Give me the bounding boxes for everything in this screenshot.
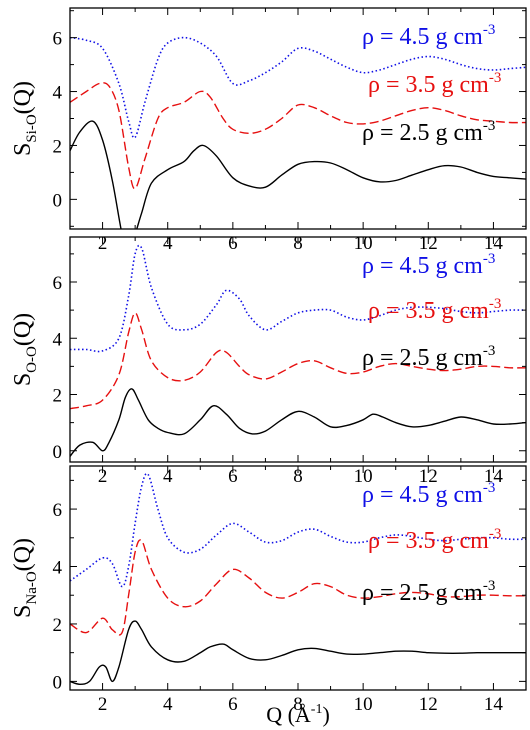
y-axis-label-tail: (Q) (10, 313, 36, 346)
y-tick-label: 0 (53, 442, 63, 463)
x-tick-label: 12 (419, 694, 438, 715)
legend-unit: g cm (436, 72, 490, 98)
x-axis-label-main: Q ( (266, 702, 295, 727)
y-axis-label-tail: (Q) (10, 538, 36, 571)
y-axis-label-main: S (10, 143, 36, 156)
panel-2: ρ = 4.5 g cm-3ρ = 3.5 g cm-3ρ = 2.5 g cm… (10, 236, 527, 487)
legend-label-dotted: ρ = 4.5 g cm-3 (362, 22, 495, 50)
y-axis-label-main: S (10, 605, 36, 618)
legend-density: ρ = 2.5 (362, 580, 430, 606)
x-tick-label: 14 (484, 694, 504, 715)
y-tick-label: 4 (53, 558, 63, 579)
y-axis-label-subscript: Si-O (24, 114, 40, 143)
legend-unit: g cm (430, 253, 484, 279)
legend-density: ρ = 4.5 (362, 253, 430, 279)
legend-density: ρ = 3.5 (368, 298, 436, 324)
legend-exponent: -3 (489, 296, 502, 312)
series-line-dotted (70, 472, 526, 588)
y-axis-label-subscript: Na-O (24, 571, 40, 604)
legend-unit: g cm (430, 345, 484, 371)
legend-label-solid: ρ = 2.5 g cm-3 (362, 118, 495, 146)
series-line-dashed (70, 312, 526, 410)
legend-label-dashed: ρ = 3.5 g cm-3 (368, 70, 501, 98)
x-tick-label: 4 (163, 466, 173, 487)
x-tick-label: 4 (163, 694, 173, 715)
legend-density: ρ = 3.5 (368, 528, 436, 554)
series-line-dashed (70, 82, 526, 190)
series-line-solid (70, 620, 526, 686)
legend-label-dotted: ρ = 4.5 g cm-3 (362, 251, 495, 279)
legend-exponent: -3 (483, 578, 496, 594)
x-axis-label: Q (Å-1) (266, 702, 330, 727)
y-tick-label: 2 (53, 615, 63, 636)
y-tick-label: 0 (53, 672, 63, 693)
legend-density: ρ = 2.5 (362, 345, 430, 371)
y-tick-label: 2 (53, 136, 63, 157)
x-tick-label: 8 (293, 694, 303, 715)
legend-density: ρ = 2.5 (362, 120, 430, 146)
legend-unit: g cm (430, 580, 484, 606)
series-line-solid (70, 120, 526, 229)
panel-1: ρ = 4.5 g cm-3ρ = 3.5 g cm-3ρ = 2.5 g cm… (10, 7, 527, 254)
series-line-dashed (70, 539, 526, 636)
legend-label-solid: ρ = 2.5 g cm-3 (362, 578, 495, 606)
legend-unit: g cm (430, 24, 484, 50)
x-tick-label: 2 (98, 466, 108, 487)
x-axis-label-unit: Å (295, 702, 311, 727)
y-tick-label: 6 (53, 500, 63, 521)
legend-exponent: -3 (483, 480, 496, 496)
legend-exponent: -3 (483, 118, 496, 134)
x-tick-label: 6 (228, 466, 238, 487)
x-tick-label: 10 (354, 466, 373, 487)
legend-exponent: -3 (483, 251, 496, 267)
legend-density: ρ = 3.5 (368, 72, 436, 98)
y-tick-label: 0 (53, 190, 63, 211)
legend-label-dashed: ρ = 3.5 g cm-3 (368, 526, 501, 554)
y-axis-label-subscript: O-O (24, 346, 40, 373)
y-tick-label: 4 (53, 83, 63, 104)
x-axis-label-close: ) (322, 702, 329, 727)
x-axis-label-exponent: -1 (311, 702, 323, 717)
legend-label-solid: ρ = 2.5 g cm-3 (362, 343, 495, 371)
legend-unit: g cm (430, 482, 484, 508)
x-tick-label: 14 (484, 466, 504, 487)
y-tick-label: 4 (53, 329, 63, 350)
legend-exponent: -3 (489, 70, 502, 86)
x-tick-label: 8 (293, 466, 303, 487)
legend-unit: g cm (430, 120, 484, 146)
legend-label-dashed: ρ = 3.5 g cm-3 (368, 296, 501, 324)
legend-unit: g cm (436, 298, 490, 324)
series-line-solid (70, 388, 526, 457)
y-axis-label: SNa-O(Q) (10, 538, 40, 618)
x-tick-label: 2 (98, 694, 108, 715)
y-tick-label: 6 (53, 29, 63, 50)
y-tick-label: 2 (53, 386, 63, 407)
x-tick-label: 10 (354, 694, 373, 715)
x-tick-label: 12 (419, 466, 438, 487)
legend-exponent: -3 (489, 526, 502, 542)
series-line-dotted (70, 244, 526, 353)
y-axis-label-tail: (Q) (10, 81, 36, 114)
legend-label-dotted: ρ = 4.5 g cm-3 (362, 480, 495, 508)
panel-3: ρ = 4.5 g cm-3ρ = 3.5 g cm-3ρ = 2.5 g cm… (10, 465, 527, 715)
x-tick-label: 6 (228, 694, 238, 715)
y-axis-label: SSi-O(Q) (10, 81, 40, 156)
legend-density: ρ = 4.5 (362, 24, 430, 50)
legend-density: ρ = 4.5 (362, 482, 430, 508)
legend-exponent: -3 (483, 343, 496, 359)
legend-exponent: -3 (483, 22, 496, 38)
y-axis-label: SO-O(Q) (10, 313, 40, 386)
legend-unit: g cm (436, 528, 490, 554)
y-axis-label-main: S (10, 373, 36, 386)
y-tick-label: 6 (53, 273, 63, 294)
